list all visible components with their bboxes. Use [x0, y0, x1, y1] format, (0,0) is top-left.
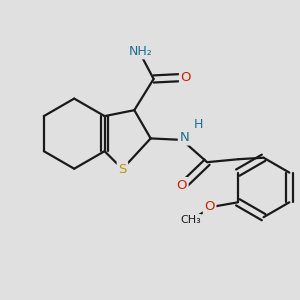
Text: O: O: [177, 178, 187, 192]
Text: O: O: [204, 200, 215, 213]
Text: H: H: [194, 118, 203, 131]
Text: O: O: [181, 71, 191, 84]
Text: CH₃: CH₃: [180, 215, 201, 225]
Text: S: S: [118, 163, 127, 176]
Text: N: N: [179, 131, 189, 144]
Text: NH₂: NH₂: [128, 45, 152, 58]
